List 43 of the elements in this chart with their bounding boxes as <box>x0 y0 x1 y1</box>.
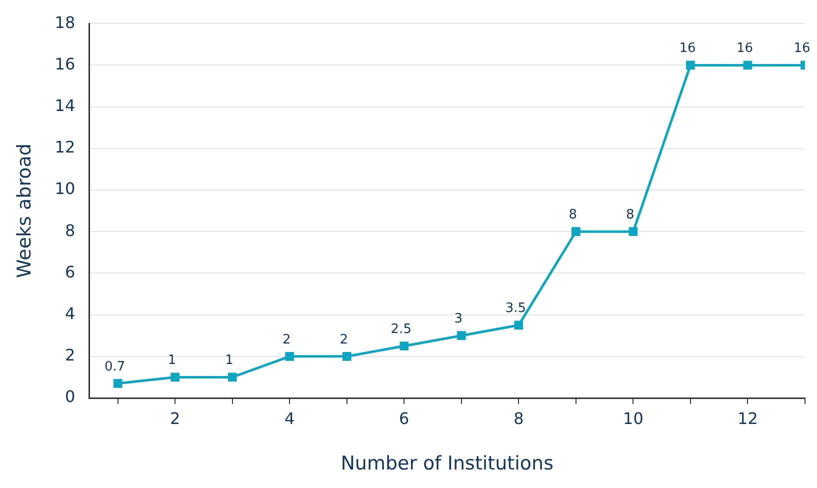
x-tick-label: 6 <box>399 408 410 428</box>
data-label: 16 <box>794 41 810 56</box>
data-label: 8 <box>568 207 578 222</box>
x-axis-title: Number of Institutions <box>340 452 554 475</box>
x-tick-label: 8 <box>514 408 524 428</box>
y-tick-label: 16 <box>54 54 76 74</box>
data-label: 1 <box>168 353 176 368</box>
data-label: 2.5 <box>390 322 412 337</box>
data-label: 0.7 <box>104 359 126 374</box>
point <box>686 60 695 70</box>
y-tick-label: 18 <box>54 12 76 32</box>
x-tick-label: 4 <box>284 408 295 428</box>
point <box>342 352 352 361</box>
x-tick-label: 2 <box>170 408 180 428</box>
y-tick-label: 6 <box>64 262 76 282</box>
point <box>572 227 580 236</box>
data-label: 16 <box>736 41 754 56</box>
y-tick-label: 2 <box>64 346 76 365</box>
point <box>228 372 237 382</box>
point <box>285 352 294 361</box>
point <box>113 379 122 388</box>
y-tick-label: 10 <box>54 179 76 198</box>
x-tick-label: 10 <box>623 408 644 428</box>
y-tick-label: 0 <box>64 387 76 406</box>
y-tick-label: 14 <box>54 96 76 115</box>
data-label: 8 <box>626 207 634 222</box>
x-tick-label: 12 <box>738 408 758 428</box>
y-tick-label: 4 <box>64 304 76 323</box>
data-label: 2 <box>282 332 291 348</box>
point <box>400 342 409 350</box>
data-label: 2 <box>340 332 348 348</box>
point <box>514 320 524 330</box>
point <box>456 331 466 340</box>
point <box>170 372 180 382</box>
y-tick-label: 8 <box>64 220 76 240</box>
data-label: 3 <box>454 311 463 326</box>
data-label: 16 <box>679 41 696 56</box>
data-label: 1 <box>225 353 234 368</box>
y-axis-title: Weeks abroad <box>13 144 36 278</box>
point <box>743 60 752 70</box>
y-tick-label: 12 <box>54 138 76 157</box>
data-label: 3.5 <box>505 301 526 316</box>
point <box>628 227 638 236</box>
